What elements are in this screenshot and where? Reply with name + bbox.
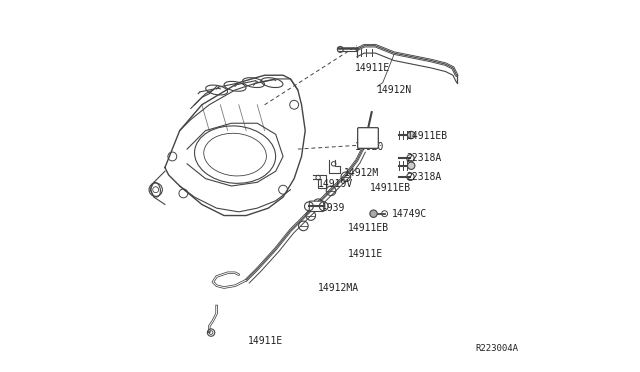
Circle shape [408, 162, 415, 169]
Text: 22318A: 22318A [407, 172, 442, 182]
Text: 14919V: 14919V [318, 179, 353, 189]
Text: 14912M: 14912M [344, 168, 380, 178]
FancyBboxPatch shape [358, 128, 378, 148]
Text: 14911E: 14911E [355, 63, 390, 73]
Text: R223004A: R223004A [475, 344, 518, 353]
Text: 14749C: 14749C [392, 209, 428, 219]
Text: 14920: 14920 [355, 142, 385, 152]
Text: 14911EB: 14911EB [370, 183, 411, 193]
Text: 14911EB: 14911EB [348, 224, 389, 234]
Text: 14911E: 14911E [248, 336, 284, 346]
Text: 22318A: 22318A [407, 153, 442, 163]
Text: 14912N: 14912N [377, 85, 412, 95]
Text: 14911E: 14911E [348, 249, 383, 259]
Text: 14911EB: 14911EB [407, 131, 448, 141]
Circle shape [370, 210, 377, 217]
FancyBboxPatch shape [309, 201, 324, 211]
Text: 14912MA: 14912MA [318, 283, 359, 292]
Text: 14939: 14939 [316, 203, 346, 213]
Circle shape [408, 131, 415, 139]
